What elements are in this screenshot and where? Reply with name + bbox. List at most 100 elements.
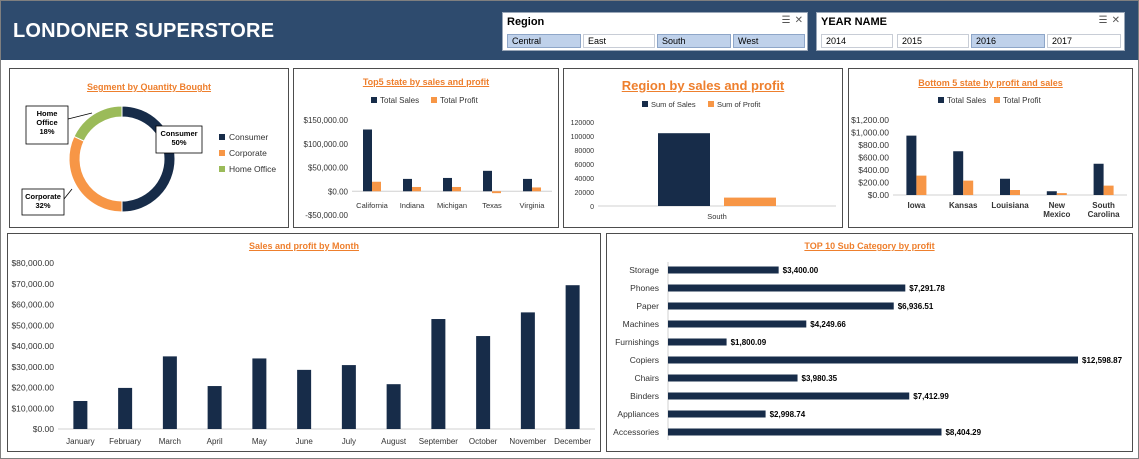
y-tick-label-binders: Binders bbox=[630, 391, 659, 401]
y-tick-label: $800.00 bbox=[858, 140, 889, 150]
x-tick-label-august: August bbox=[381, 437, 407, 446]
bar-louisiana-total-sales bbox=[1000, 178, 1010, 195]
region-chart-title: Region by sales and profit bbox=[621, 78, 785, 93]
bar-september bbox=[431, 319, 446, 429]
x-tick-label-march: March bbox=[159, 437, 181, 446]
y-tick-label-furnishings: Furnishings bbox=[615, 337, 659, 347]
legend-label-total-sales: Total Sales bbox=[380, 96, 419, 105]
x-tick-label-october: October bbox=[469, 437, 498, 446]
x-tick-label-may: May bbox=[252, 437, 267, 446]
bar-kansas-total-sales bbox=[953, 151, 964, 195]
year-option-2014[interactable]: 2014 bbox=[821, 34, 893, 48]
y-tick-label: $0.00 bbox=[33, 424, 55, 434]
x-tick-label-california: California bbox=[356, 201, 389, 210]
y-tick-label: $0.00 bbox=[328, 187, 349, 196]
y-tick-label: -$50,000.00 bbox=[305, 211, 348, 220]
region-option-east[interactable]: East bbox=[583, 34, 655, 48]
bar-michigan-total-profit bbox=[452, 186, 461, 192]
donut-data-label: Home Office 18% bbox=[36, 109, 57, 136]
y-tick-label: $200.00 bbox=[858, 178, 889, 188]
year-option-2017[interactable]: 2017 bbox=[1047, 34, 1121, 48]
donut-label-box bbox=[25, 105, 69, 145]
y-tick-label: $10,000.00 bbox=[11, 403, 54, 413]
x-tick-label-april: April bbox=[207, 437, 223, 446]
region-bar-chart: 0 20000 40000 60000 80000 100000 120000 South Su… bbox=[571, 100, 836, 221]
data-label-appliances: $2,998.74 bbox=[770, 410, 806, 419]
donut-slice-home-office bbox=[73, 105, 123, 142]
x-tick-label-july: July bbox=[342, 437, 356, 446]
y-tick-label-paper: Paper bbox=[636, 301, 659, 311]
legend-swatch-total-profit bbox=[994, 97, 1000, 103]
multi-select-icon[interactable]: ☰ bbox=[1098, 15, 1108, 26]
legend-swatch-sum-of-profit bbox=[708, 101, 714, 107]
bar-texas-total-sales bbox=[483, 170, 492, 192]
region-slicer: Region ☰ ✕ Central East South West bbox=[502, 12, 808, 51]
y-tick-label-machines: Machines bbox=[623, 319, 659, 329]
bottom5-chart-title: Bottom 5 state by profit and sales bbox=[918, 78, 1063, 88]
y-tick-label: $70,000.00 bbox=[11, 279, 54, 289]
y-tick-label: $20,000.00 bbox=[11, 383, 54, 393]
bar-july bbox=[341, 365, 356, 429]
monthly-bar-chart: $0.00 $10,000.00 $20,000.00 $30,000.00 $40,0… bbox=[11, 258, 595, 446]
bar-virginia-total-sales bbox=[523, 178, 532, 192]
data-label-copiers: $12,598.87 bbox=[1082, 356, 1123, 365]
segment-chart-title: Segment by Quantity Bought bbox=[86, 82, 211, 92]
monthly-chart-title: Sales and profit by Month bbox=[248, 241, 359, 251]
donut-slice-corporate bbox=[68, 135, 123, 213]
bar-furnishings bbox=[668, 338, 727, 346]
multi-select-icon[interactable]: ☰ bbox=[781, 15, 791, 26]
dashboard-header: LONDONER SUPERSTORE Region ☰ ✕ Central Ea… bbox=[1, 1, 1138, 60]
region-option-central[interactable]: Central bbox=[507, 34, 581, 48]
y-tick-label: $80,000.00 bbox=[11, 258, 54, 268]
legend-swatch-total-profit bbox=[431, 97, 437, 103]
subcat-bar-chart: Storage $3,400.00 Phones $7,291.78 Paper $6,9… bbox=[613, 262, 1123, 440]
y-tick-label: 0 bbox=[590, 204, 594, 211]
y-tick-label: 80000 bbox=[575, 148, 595, 155]
y-tick-label: $1,000.00 bbox=[851, 128, 889, 138]
bar-indiana-total-profit bbox=[412, 186, 421, 192]
x-tick-label-texas: Texas bbox=[482, 201, 502, 210]
bar-accessories bbox=[668, 428, 942, 436]
y-tick-label: $100,000.00 bbox=[304, 140, 349, 149]
x-tick-label-virginia: Virginia bbox=[520, 201, 546, 210]
clear-filter-icon[interactable]: ✕ bbox=[1111, 15, 1120, 26]
bar-california-total-sales bbox=[363, 129, 372, 192]
subcat-chart-panel: TOP 10 Sub Category by profit Storage $3,… bbox=[606, 233, 1133, 452]
bar-louisiana-total-profit bbox=[1010, 190, 1020, 195]
y-tick-label: $60,000.00 bbox=[11, 300, 54, 310]
year-option-2016[interactable]: 2016 bbox=[971, 34, 1045, 48]
bottom5-chart-panel: Bottom 5 state by profit and sales $0.00… bbox=[848, 68, 1133, 228]
bar-iowa-total-sales bbox=[906, 135, 917, 195]
region-option-south[interactable]: South bbox=[657, 34, 731, 48]
data-label-binders: $7,412.99 bbox=[913, 392, 949, 401]
bar-indiana-total-sales bbox=[403, 178, 412, 192]
legend-swatch-total-sales bbox=[938, 97, 944, 103]
data-label-accessories: $8,404.29 bbox=[945, 428, 981, 437]
donut-slice-consumer bbox=[121, 105, 176, 213]
y-tick-label: $0.00 bbox=[868, 190, 890, 200]
x-tick-label-november: November bbox=[509, 437, 546, 446]
region-option-west[interactable]: West bbox=[733, 34, 805, 48]
region-chart-panel: Region by sales and profit 0 20000 40000 60… bbox=[563, 68, 843, 228]
legend-label-consumer: Consumer bbox=[229, 132, 268, 142]
x-tick-label-september: September bbox=[419, 437, 458, 446]
y-tick-label-appliances: Appliances bbox=[617, 409, 659, 419]
x-tick-label-new-mexico: New Mexico bbox=[1043, 201, 1070, 219]
bar-south-sum-of-sales bbox=[658, 133, 710, 206]
bar-machines bbox=[668, 320, 807, 328]
legend-swatch-corporate bbox=[219, 150, 225, 156]
year-slicer-title: YEAR NAME bbox=[821, 16, 888, 28]
bar-august bbox=[386, 384, 401, 429]
y-tick-label-phones: Phones bbox=[630, 283, 659, 293]
bar-june bbox=[297, 369, 312, 429]
bar-march bbox=[162, 356, 177, 429]
y-tick-label-copiers: Copiers bbox=[630, 355, 659, 365]
year-option-2015[interactable]: 2015 bbox=[897, 34, 969, 48]
x-tick-label-kansas: Kansas bbox=[949, 201, 978, 210]
bar-may bbox=[252, 358, 267, 429]
donut-data-label: Consumer 50% bbox=[160, 129, 197, 147]
top5-chart-title: Top5 state by sales and profit bbox=[362, 77, 490, 87]
y-tick-label: 120000 bbox=[571, 120, 594, 127]
donut-label-box bbox=[21, 188, 65, 216]
clear-filter-icon[interactable]: ✕ bbox=[794, 15, 803, 26]
